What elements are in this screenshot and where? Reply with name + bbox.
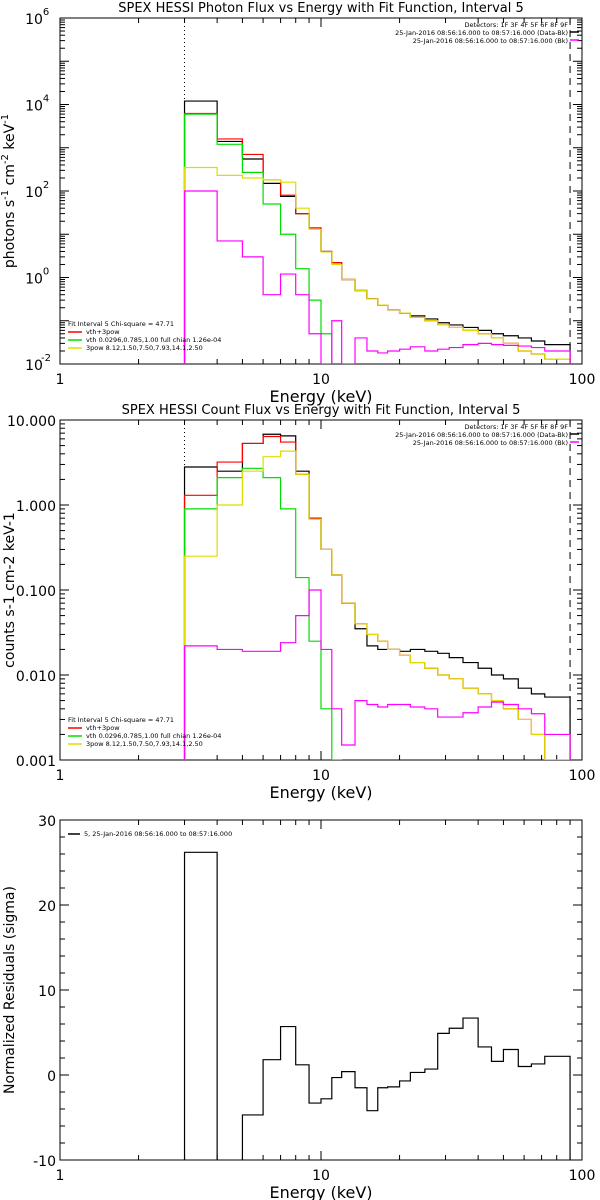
- x-tick-label: 100: [569, 372, 596, 388]
- y-tick-exp: 2: [43, 180, 49, 191]
- y-axis-label: Normalized Residuals (sigma): [2, 886, 18, 1094]
- info-line: Detectors: 1F 3F 4F 5F 6F 8F 9F: [465, 423, 569, 431]
- legend-label: 3pow 8.12,1.50,7.50,7.93,14.1,2.50: [86, 740, 203, 748]
- y-tick-base: 10: [25, 358, 43, 374]
- info-line: 25-Jan-2016 08:56:16.000 to 08:57:16.000…: [395, 431, 568, 439]
- y-tick-label: 10 6: [25, 7, 49, 28]
- series-bk-line: [183, 589, 571, 760]
- y-tick-exp: -2: [41, 353, 51, 364]
- x-tick-label: 1: [56, 768, 65, 784]
- y-tick-exp: 4: [43, 94, 49, 105]
- x-tick-label: 100: [569, 768, 596, 784]
- y-axis-label-exp: -2: [0, 154, 11, 164]
- info-line: Detectors: 1F 3F 4F 5F 6F 8F 9F: [465, 21, 569, 29]
- y-tick-label: 10 4: [25, 94, 49, 115]
- y-tick-label: 0.001: [16, 754, 56, 770]
- info-line: 25-Jan-2016 08:56:16.000 to 08:57:16.000…: [395, 29, 568, 37]
- y-axis-label: photons s-1 cm-2 keV-1: [0, 114, 18, 268]
- x-tick-label: 10: [312, 372, 330, 388]
- y-tick-label: 10.000: [7, 414, 56, 430]
- y-tick-label: 0: [47, 1069, 56, 1085]
- legend-label: 5, 25-Jan-2016 08:56:16.000 to 08:57:16.…: [84, 830, 232, 838]
- series-3pow-line: [183, 166, 571, 364]
- y-tick-label: 30: [38, 814, 56, 830]
- y-tick-label: 20: [38, 899, 56, 915]
- y-tick-base: 10: [25, 12, 43, 28]
- y-tick-label: -10: [33, 1154, 56, 1170]
- y-tick-label: 10 2: [25, 180, 49, 201]
- y-tick-label: 0.010: [16, 669, 56, 685]
- x-tick-label: 1: [56, 372, 65, 388]
- y-axis-label: counts s-1 cm-2 keV-1: [2, 512, 18, 668]
- y-tick-label: 0.100: [16, 584, 56, 600]
- legend-header: Fit Interval 5 Chi-square = 47.71: [68, 716, 174, 724]
- x-axis-label: Energy (keV): [269, 1183, 372, 1200]
- y-tick-base: 10: [25, 185, 43, 201]
- x-tick-label: 1: [56, 1168, 65, 1184]
- y-tick-base: 10: [25, 99, 43, 115]
- plot-frame: [59, 819, 583, 1161]
- y-tick-label: 10: [38, 984, 56, 1000]
- chart-title: SPEX HESSI Photon Flux vs Energy with Fi…: [118, 1, 524, 16]
- y-tick-label: 10-2: [25, 353, 51, 374]
- legend-label: vth+3pow: [86, 328, 120, 336]
- chart-title: SPEX HESSI Count Flux vs Energy with Fit…: [122, 403, 521, 418]
- y-tick-exp: 0: [43, 267, 49, 278]
- y-axis-label-part: cm: [2, 164, 18, 190]
- series-vth-line: [183, 467, 343, 760]
- series-group: [183, 851, 571, 1160]
- x-axis-label: Energy (keV): [269, 783, 372, 802]
- info-line: 25-Jan-2016 08:56:16.000 to 08:57:16.000…: [413, 37, 568, 45]
- legend-header: Fit Interval 5 Chi-square = 47.71: [68, 320, 174, 328]
- y-tick-base: 10: [25, 272, 43, 288]
- x-tick-label: 10: [312, 1168, 330, 1184]
- series-group: [183, 100, 571, 364]
- legend-label: vth+3pow: [86, 724, 120, 732]
- y-axis-label-part: photons s: [2, 200, 18, 268]
- chart-3: 1 10 100 -10 0 10 20 30 Energy (keV) Normalized R…: [2, 814, 595, 1200]
- series-group: [183, 433, 571, 760]
- series-bk-line: [183, 190, 571, 364]
- x-axis-label: Energy (keV): [269, 387, 372, 406]
- x-tick-label: 10: [312, 768, 330, 784]
- legend-label: vth 0.0296,0.785,1.00 full chian 1.26e-0…: [86, 732, 221, 740]
- y-axis-label-exp: -1: [0, 114, 11, 124]
- series-residuals-line: [183, 851, 571, 1160]
- series-vth-line: [183, 113, 333, 364]
- y-tick-label: 1.000: [16, 499, 56, 515]
- series-3pow-line: [183, 450, 571, 760]
- chart-2: 1 10 100 0.001 0.010 0.100 1.000 10.000 SPEX HES…: [2, 403, 596, 802]
- y-tick-label: 10 0: [25, 267, 49, 288]
- y-tick-exp: 6: [43, 7, 49, 18]
- x-tick-label: 100: [569, 1168, 596, 1184]
- info-line: 25-Jan-2016 08:56:16.000 to 08:57:16.000…: [413, 439, 568, 447]
- y-axis-label-part: keV: [2, 123, 18, 154]
- y-axis-label-exp: -1: [0, 190, 11, 200]
- legend-label: vth 0.0296,0.785,1.00 full chian 1.26e-0…: [86, 336, 221, 344]
- legend-label: 3pow 8.12,1.50,7.50,7.93,14.1,2.50: [86, 344, 203, 352]
